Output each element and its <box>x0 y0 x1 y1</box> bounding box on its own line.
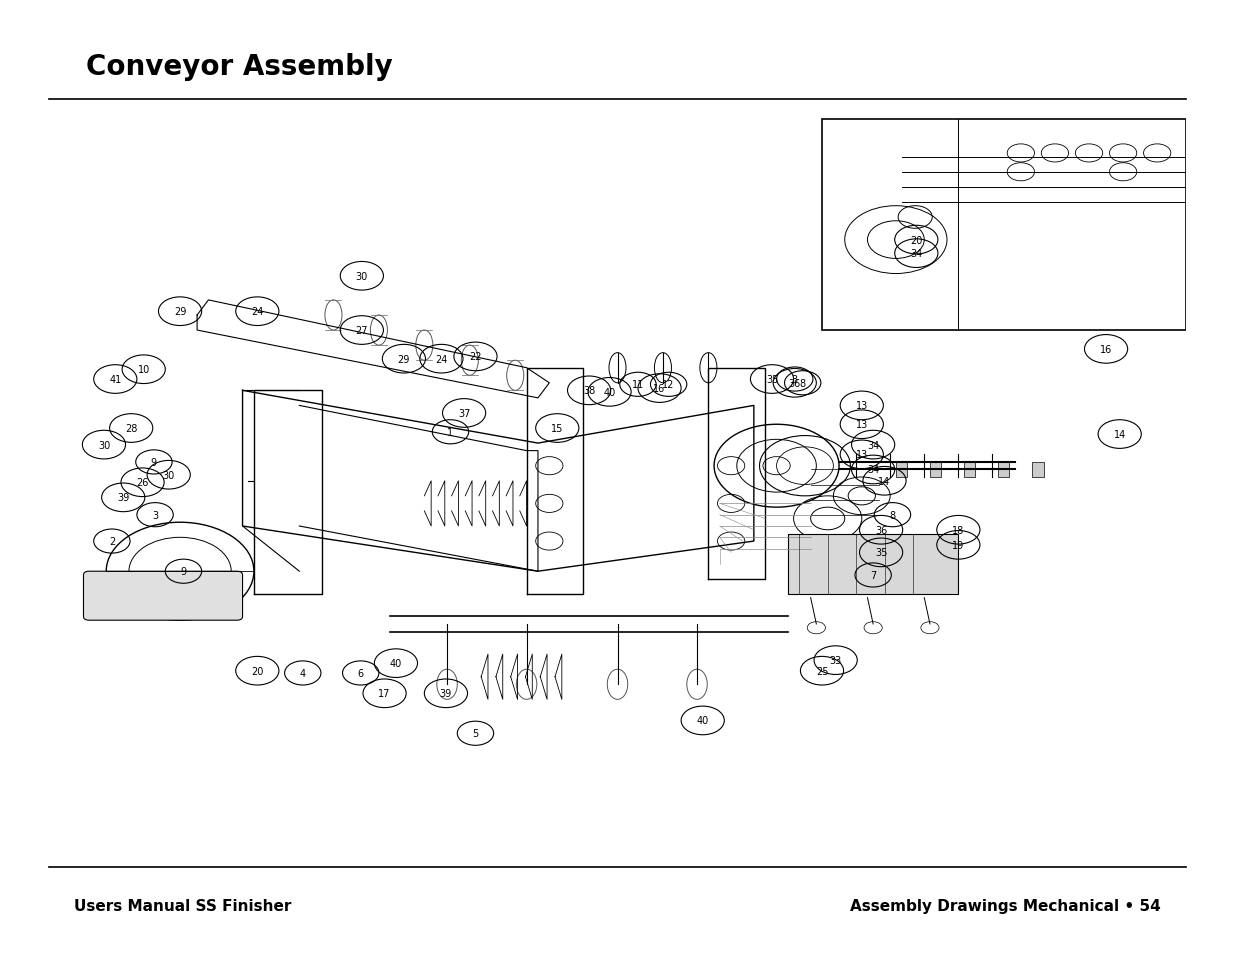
Bar <box>930 462 941 477</box>
Text: 13: 13 <box>856 401 868 411</box>
Text: 14: 14 <box>878 476 890 486</box>
Text: 2: 2 <box>109 537 115 546</box>
Text: 3: 3 <box>792 375 798 385</box>
Text: 22: 22 <box>469 352 482 362</box>
Text: 41: 41 <box>109 375 121 385</box>
Text: 35: 35 <box>766 375 778 385</box>
Text: 28: 28 <box>125 423 137 434</box>
Text: 8: 8 <box>799 378 805 389</box>
Text: 40: 40 <box>604 388 616 397</box>
Text: 8: 8 <box>889 510 895 520</box>
Text: 30: 30 <box>356 272 368 281</box>
Text: 18: 18 <box>952 525 965 536</box>
Text: 9: 9 <box>180 567 186 577</box>
Text: 38: 38 <box>583 386 595 395</box>
Text: 40: 40 <box>697 716 709 725</box>
Text: 25: 25 <box>816 666 829 676</box>
Text: 29: 29 <box>398 355 410 364</box>
Text: 16: 16 <box>1100 345 1113 355</box>
Text: 26: 26 <box>136 477 148 488</box>
Text: 36: 36 <box>789 378 800 389</box>
Text: 13: 13 <box>856 420 868 430</box>
Text: 12: 12 <box>662 380 674 390</box>
Text: 35: 35 <box>874 548 887 558</box>
Text: 29: 29 <box>174 307 186 316</box>
Text: 24: 24 <box>251 307 263 316</box>
Text: 16: 16 <box>653 384 666 394</box>
Bar <box>895 462 908 477</box>
FancyBboxPatch shape <box>84 572 242 620</box>
Bar <box>965 462 976 477</box>
Text: 9: 9 <box>151 457 157 467</box>
Text: 34: 34 <box>910 249 923 259</box>
Text: 14: 14 <box>1114 430 1126 439</box>
Text: 34: 34 <box>867 465 879 475</box>
Bar <box>823 120 1186 331</box>
Text: 13: 13 <box>856 450 868 460</box>
Text: 17: 17 <box>378 689 390 699</box>
Text: 11: 11 <box>632 380 645 390</box>
Text: 20: 20 <box>910 235 923 245</box>
Text: 20: 20 <box>251 666 263 676</box>
Text: 34: 34 <box>867 440 879 450</box>
Text: 6: 6 <box>358 668 364 679</box>
Text: 36: 36 <box>874 525 887 536</box>
Bar <box>998 462 1009 477</box>
Text: 10: 10 <box>137 365 149 375</box>
Text: 4: 4 <box>300 668 306 679</box>
Text: 24: 24 <box>435 355 447 364</box>
Bar <box>1032 462 1044 477</box>
Text: 1: 1 <box>447 427 453 437</box>
Text: 37: 37 <box>458 409 471 418</box>
Text: 39: 39 <box>117 493 130 503</box>
Text: 33: 33 <box>830 656 842 665</box>
Text: 15: 15 <box>551 423 563 434</box>
Text: 39: 39 <box>440 689 452 699</box>
Text: 40: 40 <box>390 659 403 668</box>
Text: Assembly Drawings Mechanical • 54: Assembly Drawings Mechanical • 54 <box>850 898 1161 913</box>
Text: 7: 7 <box>869 571 877 580</box>
Text: 5: 5 <box>472 728 479 739</box>
Text: 30: 30 <box>98 440 110 450</box>
Text: 19: 19 <box>952 540 965 550</box>
Text: Users Manual SS Finisher: Users Manual SS Finisher <box>74 898 291 913</box>
Text: Conveyor Assembly: Conveyor Assembly <box>86 53 393 81</box>
Bar <box>788 534 958 595</box>
Text: 30: 30 <box>163 470 175 480</box>
Text: 27: 27 <box>356 326 368 335</box>
Text: 3: 3 <box>152 510 158 520</box>
